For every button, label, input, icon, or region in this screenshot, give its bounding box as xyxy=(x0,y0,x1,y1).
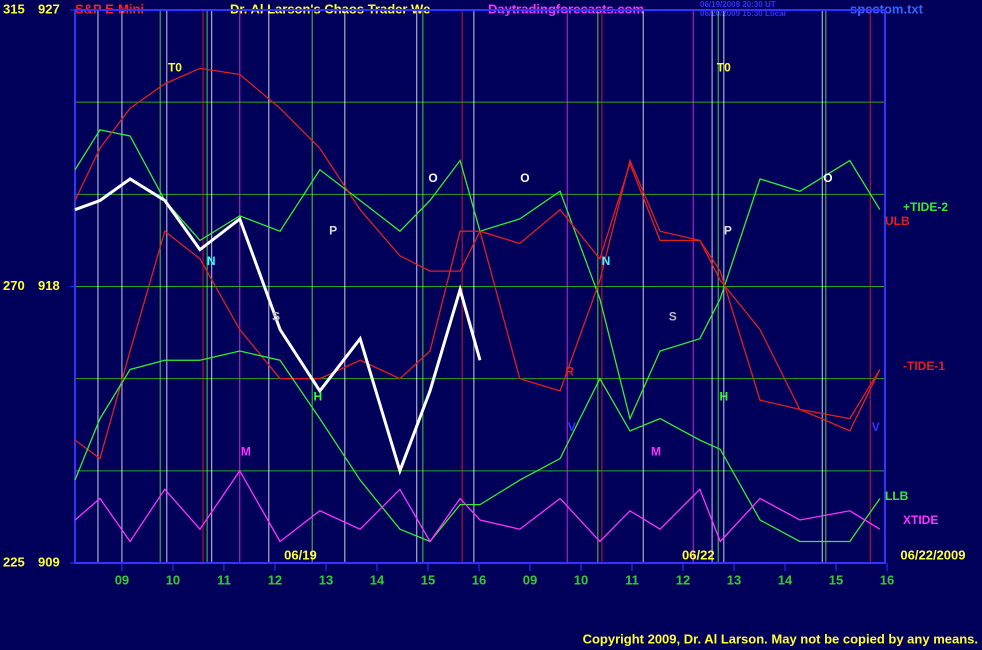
legend-label: XTIDE xyxy=(903,513,938,527)
legend-label: LLB xyxy=(885,489,909,503)
legend-label: +TIDE-2 xyxy=(903,200,948,214)
x-tick-label: 15 xyxy=(421,572,435,587)
annotation: S xyxy=(272,309,280,323)
y-tick-label: 927 xyxy=(38,1,60,16)
x-tick-label: 10 xyxy=(166,572,180,587)
series-line xyxy=(74,129,881,421)
x-tick-label: 13 xyxy=(319,572,333,587)
price-line xyxy=(74,177,482,476)
annotation: O xyxy=(823,171,832,185)
x-tick-label: 09 xyxy=(115,572,129,587)
x-tick-label: 12 xyxy=(676,572,690,587)
annotation: R xyxy=(565,365,574,379)
annotation: M xyxy=(651,445,661,459)
time-ut: 06/19/2009 20:30 UT xyxy=(700,0,776,9)
annotation: O xyxy=(428,171,437,185)
date-label: 06/22/2009 xyxy=(900,547,965,562)
x-tick-label: 11 xyxy=(625,572,639,587)
annotation: H xyxy=(719,389,728,403)
x-tick-label: 15 xyxy=(829,572,843,587)
chart-title: Dr. Al Larson's Chaos Trader We xyxy=(230,1,430,16)
series-line xyxy=(74,158,881,460)
y-tick-label: 909 xyxy=(38,554,60,569)
annotation: T0 xyxy=(717,61,731,75)
date-label: 06/22 xyxy=(682,547,715,562)
file: spcctom.txt xyxy=(850,1,924,16)
site: Daytradingforecasts.com xyxy=(488,1,644,16)
y-tick-label: 918 xyxy=(38,278,60,293)
annotation: S xyxy=(669,309,677,323)
x-tick-label: 16 xyxy=(472,572,486,587)
x-tick-label: 12 xyxy=(268,572,282,587)
series-line xyxy=(74,469,881,543)
x-tick-label: 16 xyxy=(880,572,894,587)
annotation: H xyxy=(313,389,322,403)
legend-label: -TIDE-1 xyxy=(903,359,945,373)
annotation: V xyxy=(568,420,576,434)
annotation: M xyxy=(241,445,251,459)
copyright: Copyright 2009, Dr. Al Larson. May not b… xyxy=(583,631,978,646)
time-local: 06/20/2009 15:30 Local xyxy=(700,9,786,18)
series-line xyxy=(74,350,881,543)
x-tick-label: 13 xyxy=(727,572,741,587)
instrument: S&P E-Mini xyxy=(75,1,144,16)
annotation: N xyxy=(602,254,611,268)
annotation: V xyxy=(872,420,880,434)
annotation: N xyxy=(207,254,216,268)
annotation: T0 xyxy=(168,61,182,75)
y2-tick-label: 315 xyxy=(3,1,25,16)
x-tick-label: 10 xyxy=(574,572,588,587)
annotation: P xyxy=(329,223,337,237)
series-line xyxy=(74,67,881,420)
x-tick-label: 14 xyxy=(778,572,793,587)
date-label: 06/19 xyxy=(284,547,317,562)
annotation: P xyxy=(724,223,732,237)
y2-tick-label: 270 xyxy=(3,278,25,293)
y2-tick-label: 225 xyxy=(3,554,25,569)
legend-label: ULB xyxy=(885,214,910,228)
x-tick-label: 14 xyxy=(370,572,385,587)
x-tick-label: 09 xyxy=(523,572,537,587)
x-tick-label: 11 xyxy=(217,572,231,587)
annotation: O xyxy=(520,171,529,185)
